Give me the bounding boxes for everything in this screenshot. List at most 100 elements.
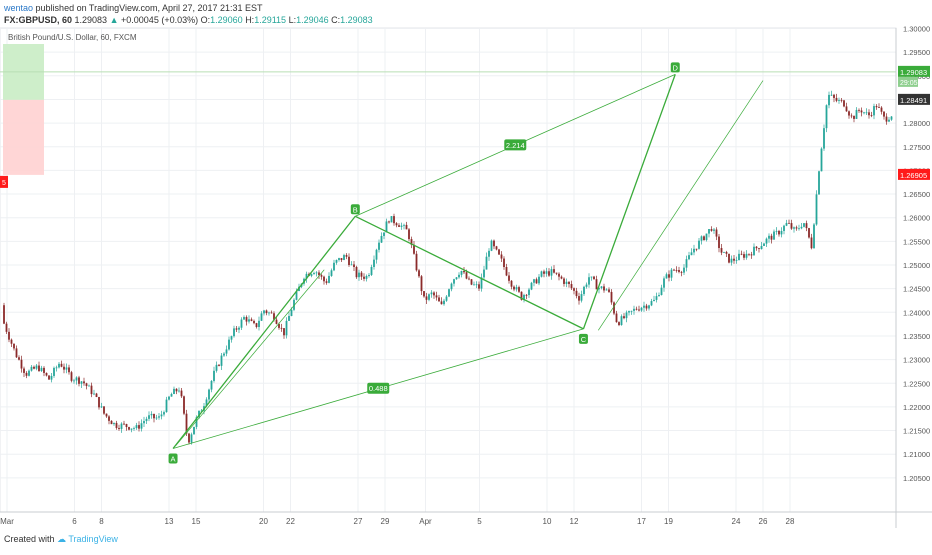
pattern-point-a[interactable]: A [168, 453, 178, 464]
low-value: 1.29046 [296, 15, 329, 25]
candle [25, 371, 28, 379]
candle [438, 294, 440, 302]
candle [138, 421, 140, 432]
level-high-tag[interactable]: 1.28491 [898, 93, 930, 105]
date-tick-label: 10 [543, 517, 552, 526]
candle [275, 317, 278, 325]
candle [573, 287, 575, 295]
candle [110, 420, 113, 425]
tradingview-brand[interactable]: TradingView [68, 534, 118, 544]
candle [758, 247, 760, 253]
candle [88, 384, 90, 387]
candle [510, 279, 513, 290]
trendline[interactable] [175, 269, 325, 446]
position-box[interactable]: 5 [0, 44, 896, 188]
candle [288, 312, 290, 321]
ratio-label[interactable]: 0.488 [367, 382, 390, 394]
candle [230, 335, 233, 343]
candle [353, 261, 355, 271]
candle [880, 106, 883, 115]
xabcd-pattern[interactable]: 2.214 0.488 A B C D [168, 62, 764, 464]
price-tag-value: 1.29083 [900, 68, 927, 77]
candle [370, 264, 373, 276]
candle [530, 281, 533, 291]
candle [428, 293, 430, 302]
trendline[interactable] [598, 80, 764, 331]
level-low-tag[interactable]: 1.26905 [898, 168, 930, 180]
leg-bc[interactable] [355, 215, 584, 330]
pattern-point-c[interactable]: C [578, 333, 588, 344]
candle [675, 266, 678, 273]
stop-zone[interactable] [3, 99, 44, 175]
candle [843, 99, 845, 108]
candle [355, 265, 358, 279]
date-tick-label: 20 [259, 517, 268, 526]
candle [853, 115, 855, 123]
up-arrow-icon: ▲ [109, 15, 119, 25]
candle [243, 315, 245, 320]
candle [248, 315, 250, 324]
candle [603, 283, 605, 293]
pattern-point-label: C [581, 335, 587, 344]
candle [33, 365, 35, 370]
leg-cd[interactable] [582, 74, 676, 330]
candle [395, 222, 398, 228]
last-price-tag[interactable]: 1.29083 29:05 [898, 65, 930, 87]
date-tick-label: 15 [192, 517, 201, 526]
candle [368, 273, 370, 278]
candle [55, 365, 58, 372]
candle [95, 392, 98, 398]
candle [740, 250, 743, 256]
candle [3, 302, 5, 325]
candle [523, 293, 525, 303]
candle [375, 248, 378, 264]
candle [665, 272, 668, 279]
candle [588, 273, 590, 288]
price-axis[interactable]: 1.20500 1.21000 1.21500 1.22000 1.22500 1.230… [895, 25, 930, 529]
stop-marker[interactable] [0, 175, 8, 188]
candle [775, 227, 778, 235]
candle [793, 226, 795, 233]
candle [200, 409, 203, 412]
candle [780, 227, 783, 238]
candle [633, 305, 635, 315]
candle [713, 227, 715, 234]
candle [60, 360, 63, 368]
candle [610, 289, 613, 305]
candle [363, 273, 365, 282]
candle [678, 266, 680, 274]
candle [480, 273, 483, 292]
candle [93, 389, 95, 396]
date-tick-label: 22 [286, 517, 295, 526]
price-tick-label: 1.20500 [903, 474, 930, 483]
symbol-label: FX:GBPUSD, 60 [4, 15, 73, 25]
candle [738, 249, 740, 261]
candle [53, 366, 55, 378]
candle [840, 97, 843, 103]
candle [250, 317, 253, 322]
candle [825, 104, 828, 133]
candle [410, 236, 413, 249]
candle [365, 274, 368, 282]
candle [870, 111, 873, 118]
candle [885, 113, 888, 125]
ratio-label[interactable]: 2.214 [504, 139, 527, 151]
time-axis[interactable]: Mar 6 8 13 15 20 22 27 29 Apr 5 10 12 17 19 24 26 28 [0, 511, 932, 526]
chart-header: wentao published on TradingView.com, Apr… [0, 0, 932, 28]
pattern-point-d[interactable]: D [670, 62, 680, 73]
candle [170, 392, 173, 397]
candle [123, 420, 125, 426]
change-text: +0.00045 (+0.03%) [121, 15, 199, 25]
price-tick-label: 1.25500 [903, 237, 930, 246]
candle [715, 227, 718, 241]
pattern-point-b[interactable]: B [350, 204, 360, 215]
author-link[interactable]: wentao [4, 3, 34, 13]
candle [50, 373, 53, 383]
candle [283, 328, 285, 339]
leg-ab[interactable] [172, 215, 356, 449]
candle [770, 233, 773, 244]
candle [265, 309, 268, 316]
candle [140, 419, 143, 432]
